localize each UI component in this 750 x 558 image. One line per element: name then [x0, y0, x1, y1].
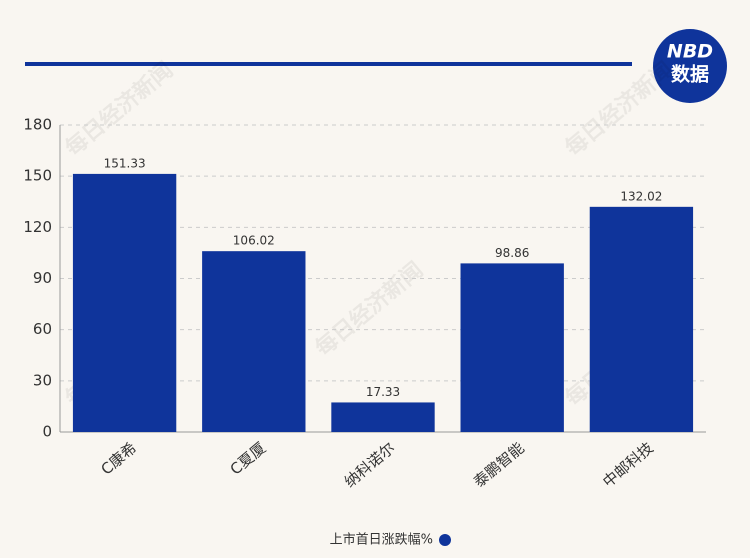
- y-tick-label: 0: [42, 423, 52, 441]
- y-tick-label: 120: [23, 218, 52, 236]
- y-tick-label: 90: [33, 269, 52, 287]
- data-label: 17.33: [366, 385, 400, 399]
- y-tick-label: 180: [23, 116, 52, 134]
- data-label: 132.02: [620, 189, 662, 203]
- legend-swatch: [439, 534, 451, 546]
- bar: [202, 251, 306, 432]
- y-tick-label: 150: [23, 167, 52, 185]
- logo-badge: [653, 29, 727, 103]
- legend-label: 上市首日涨跌幅%: [330, 532, 433, 548]
- bar: [331, 402, 435, 432]
- y-tick-label: 60: [33, 320, 52, 338]
- bar: [460, 263, 564, 432]
- logo-top: NBD: [667, 41, 713, 63]
- bar: [589, 206, 694, 432]
- bar: [72, 173, 177, 432]
- logo-bottom: 数据: [671, 63, 709, 86]
- data-label: 106.02: [233, 234, 275, 248]
- y-tick-label: 30: [33, 371, 52, 389]
- data-label: 151.33: [104, 156, 146, 170]
- data-label: 98.86: [495, 246, 529, 260]
